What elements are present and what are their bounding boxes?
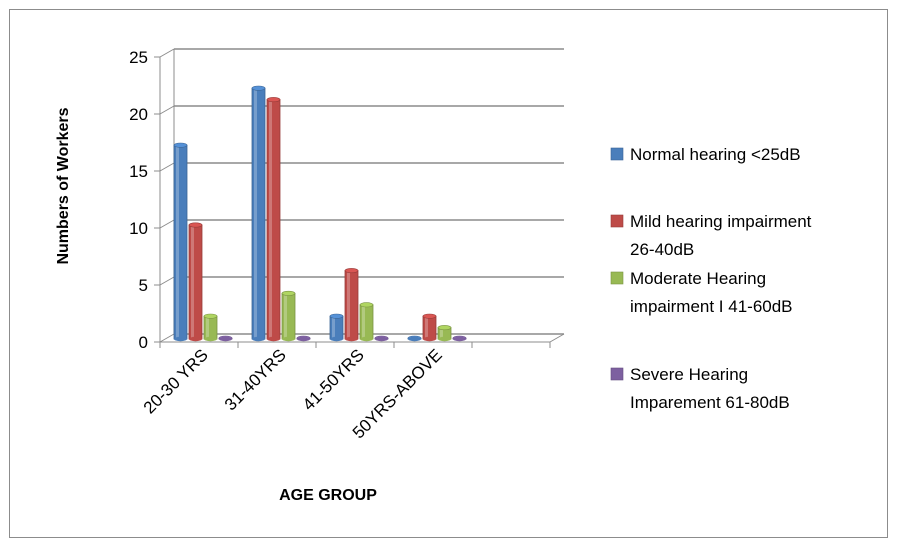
bar	[173, 142, 188, 342]
gridline-diag	[159, 105, 175, 115]
legend-label: Moderate Hearing	[630, 269, 766, 288]
legend-item: Normal hearing <25dB	[610, 145, 801, 164]
legend-item: Severe Hearing Imparement 61-80dB	[610, 365, 790, 412]
bar	[188, 222, 203, 342]
legend-label: Imparement 61-80dB	[630, 393, 790, 412]
legend-item: Mild hearing impairment 26-40dB	[610, 212, 812, 259]
legend-label: Normal hearing <25dB	[630, 145, 801, 164]
legend-label: Severe Hearing	[630, 365, 748, 384]
x-axis-title: AGE GROUP	[279, 487, 377, 504]
legend-label: Mild hearing impairment	[630, 212, 812, 231]
bar	[359, 302, 374, 342]
gridline-diag	[159, 162, 175, 172]
y-axis-title: Numbers of Workers	[55, 107, 72, 264]
bar	[281, 290, 296, 342]
gridlines	[159, 48, 564, 343]
bar	[203, 313, 218, 342]
legend-swatch	[610, 367, 624, 381]
y-tick-label: 20	[129, 105, 148, 124]
floor-edge	[549, 333, 565, 343]
bars	[173, 85, 467, 342]
y-tick-label: 10	[129, 219, 148, 238]
gridline-diag	[159, 276, 175, 286]
legend-item: Moderate Hearing impairment I 41-60dB	[610, 269, 793, 316]
y-tick-label: 25	[129, 48, 148, 67]
legend-label: 26-40dB	[630, 240, 694, 259]
gridline-diag	[159, 219, 175, 229]
bar	[251, 85, 266, 342]
legend-swatch	[610, 271, 624, 285]
x-tick-label: 31-40YRS	[221, 345, 290, 414]
bar	[452, 335, 467, 342]
bar	[344, 268, 359, 342]
legend: Normal hearing <25dB Mild hearing impairm…	[610, 145, 812, 412]
bar	[407, 335, 422, 342]
x-tick-label: 41-50YRS	[299, 345, 368, 414]
axes	[154, 49, 565, 348]
bar	[437, 325, 452, 342]
gridline-diag	[159, 48, 175, 58]
x-tick-label: 20-30 YRS	[140, 345, 212, 417]
bar	[374, 335, 389, 342]
bar	[266, 97, 281, 342]
gridline-diag	[159, 333, 175, 343]
chart-area	[9, 9, 888, 538]
bar	[422, 313, 437, 342]
bar	[296, 335, 311, 342]
legend-swatch	[610, 214, 624, 228]
legend-swatch	[610, 147, 624, 161]
legend-label: impairment I 41-60dB	[630, 297, 793, 316]
y-tick-label: 5	[139, 276, 148, 295]
y-tick-label: 0	[139, 333, 148, 352]
bar	[218, 335, 233, 342]
bar	[329, 313, 344, 342]
y-tick-label: 15	[129, 162, 148, 181]
